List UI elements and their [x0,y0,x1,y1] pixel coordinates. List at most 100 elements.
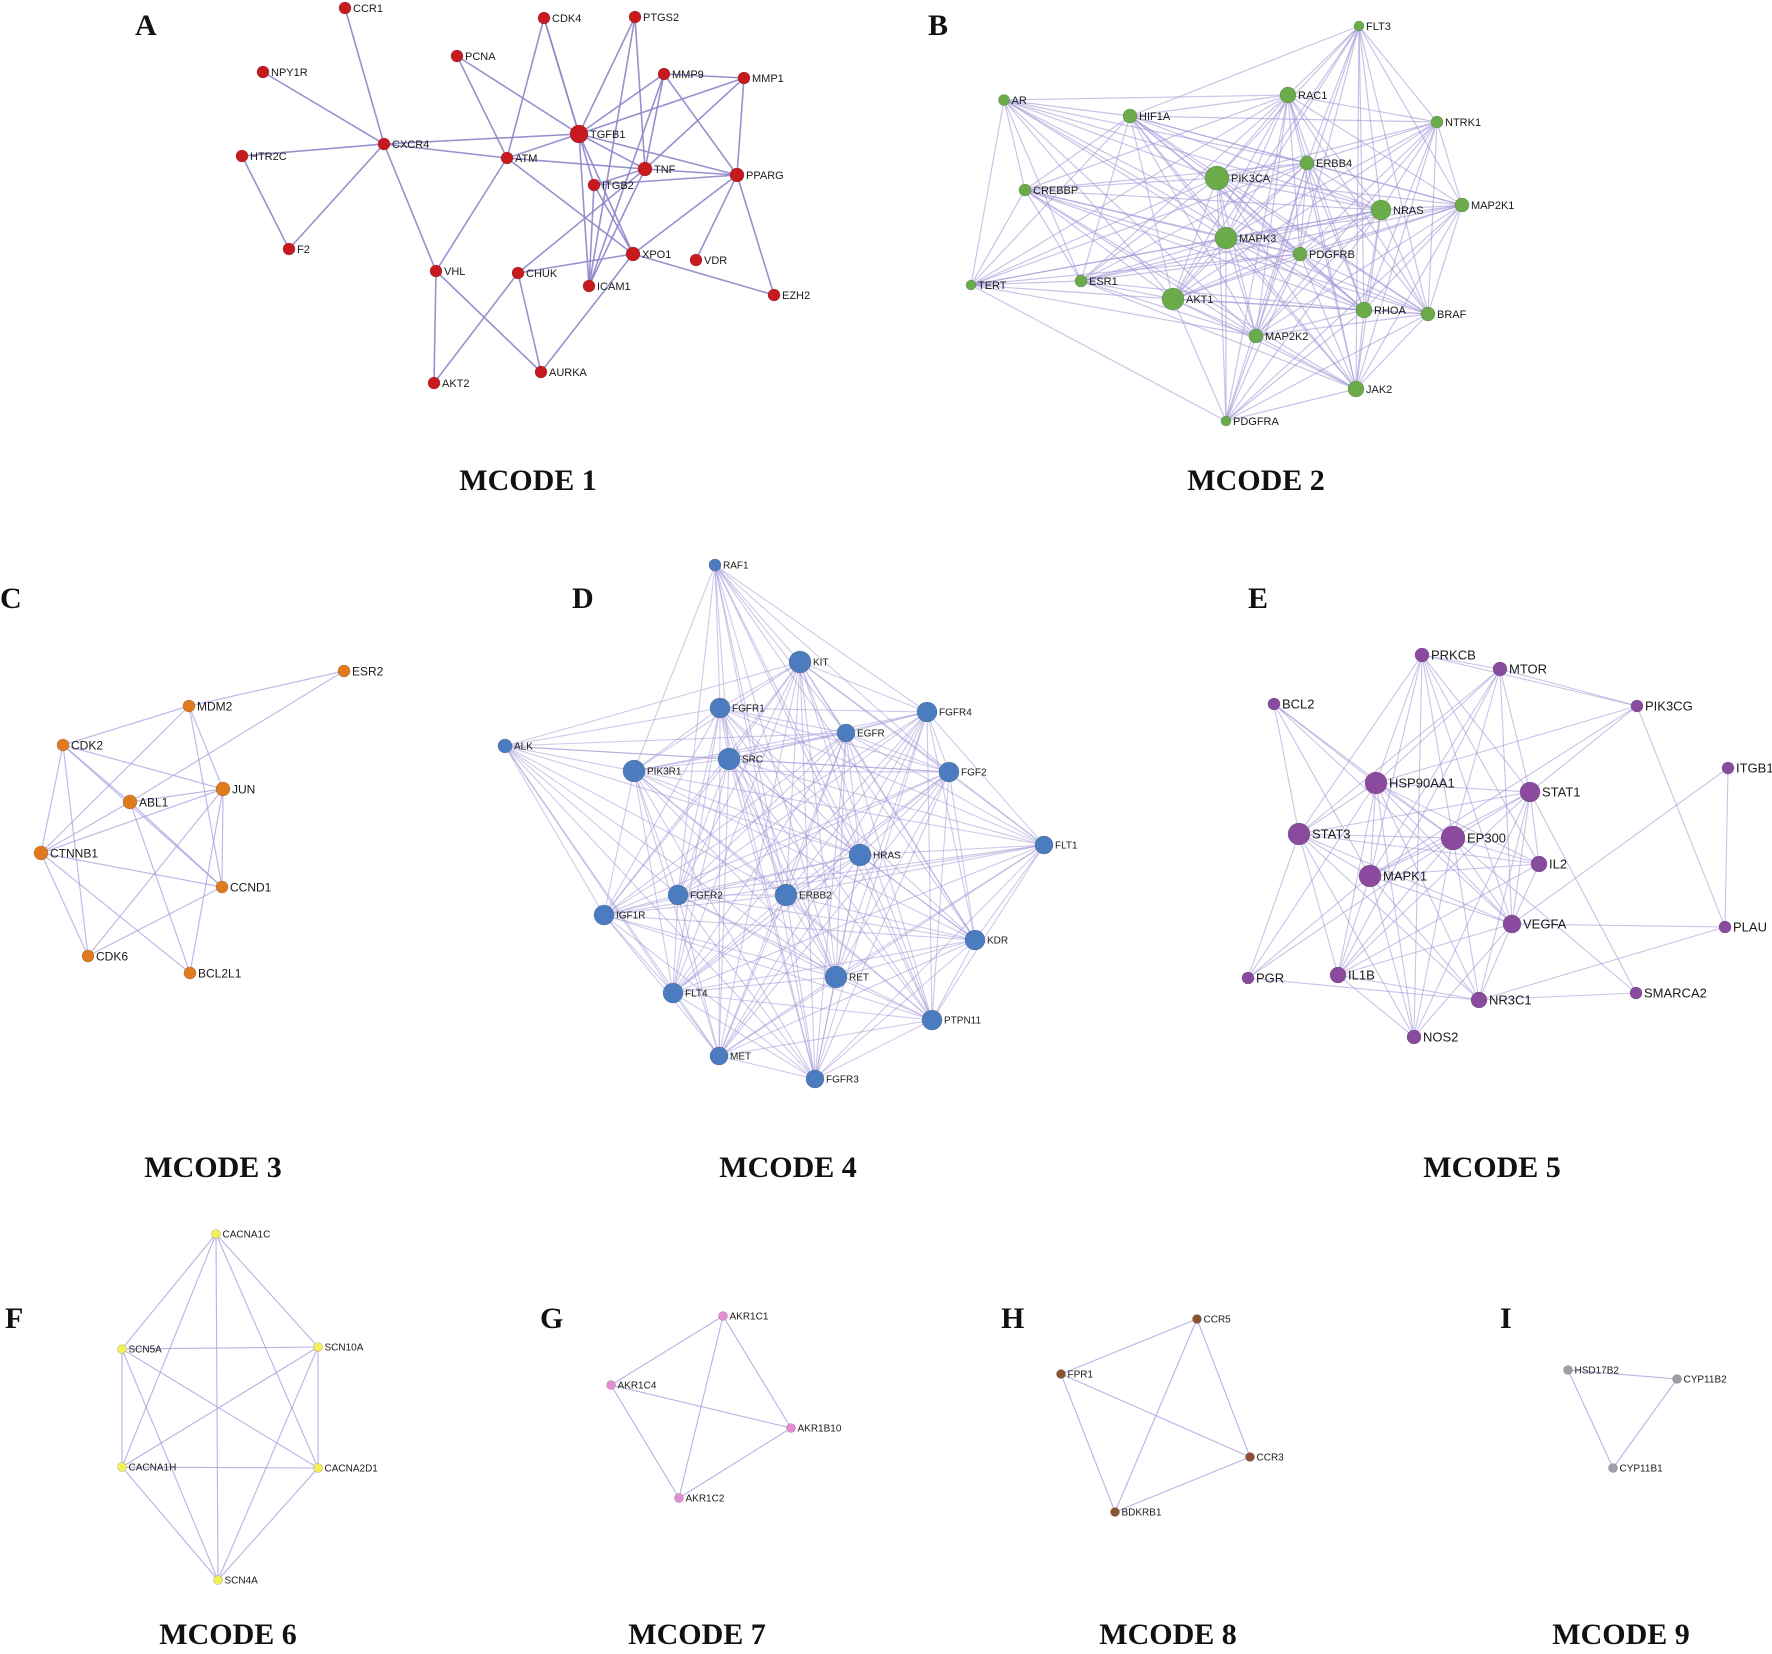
edge-pdgfrb-akt1 [1172,253,1301,300]
edge-ar-erbb4 [1003,99,1308,164]
edge-ar-rhoa [1003,99,1365,311]
edge-esr1-rhoa [1080,280,1365,311]
network-edges-e [1247,654,1729,1038]
edge-stat3-nr3c1 [1298,833,1480,1001]
node-label-cdk2: CDK2 [71,738,103,752]
node-label-fgf2: FGF2 [961,768,987,779]
edge-kdr-ptpn11 [931,939,976,1021]
edge-scn10a-scn4a [217,1346,319,1581]
node-label-abl1: ABL1 [139,795,169,809]
edge-flt4-ptpn11 [672,992,933,1021]
node-circle-tnf [637,161,653,177]
edge-ar-hif1a [1003,99,1131,117]
node-f2: F2 [282,242,310,256]
node-circle-scn5a [117,1344,127,1354]
node-label-vegfa: VEGFA [1523,917,1567,932]
node-hsp90aa1: HSP90AA1 [1364,771,1455,795]
panel-letter-h: H [1001,1302,1024,1335]
node-fgfr4: FGFR4 [916,701,972,723]
edge-vegfa-nr3c1 [1478,923,1513,1001]
edge-flt3-hif1a [1129,25,1360,117]
node-circle-map2k1 [1454,197,1470,213]
edge-map2k1-pdgfra [1225,204,1463,422]
node-chuk: CHUK [511,266,558,280]
edge-mapk1-il1b [1337,875,1371,976]
node-label-cdk4: CDK4 [552,13,581,25]
edge-fgfr1-kdr [719,707,976,941]
node-circle-erbb2 [774,883,798,907]
node-crebbp: CREBBP [1018,183,1078,197]
edge-akt1-pdgfra [1172,298,1227,422]
panel-letter-e: E [1248,582,1268,615]
node-circle-cdk4 [537,11,551,25]
edge-ar-tert [970,99,1005,286]
edge-ret-flt4 [672,976,837,994]
edge-ntrk1-jak2 [1355,121,1438,390]
node-circle-il1b [1329,966,1347,984]
edge-fgf2-flt1 [948,771,1045,846]
edge-mapk1-nos2 [1369,875,1415,1038]
edge-egfr-alk [504,732,847,747]
node-label-fgfr2: FGFR2 [690,891,723,902]
edge-hif1a-nras [1129,115,1382,211]
node-label-nr3c1: NR3C1 [1489,993,1532,1008]
node-label-stat1: STAT1 [1542,785,1581,800]
edge-fgf2-fgfr2 [677,771,950,896]
edge-htr2c-cxcr4 [241,143,385,157]
network-edges-d [504,564,1045,1080]
node-label-map2k1: MAP2K1 [1471,200,1514,212]
edge-ccr1-cxcr4 [344,7,385,145]
edge-hif1a-crebbp [1024,115,1131,191]
network-nodes-b: FLT3 AR HIF1A RAC1 NTRK1 ERBB4 CREBBP PIK3CA NRA… [965,20,1514,428]
edge-prkcb-il2 [1421,654,1540,865]
node-plau: PLAU [1718,920,1767,935]
module-caption-mcode-5: MCODE 5 [1423,1151,1561,1184]
edge-rac1-map2k1 [1287,94,1463,206]
edge-pik3ca-esr1 [1080,177,1218,282]
node-circle-tgfb1 [569,124,589,144]
node-circle-htr2c [235,149,249,163]
edge-rac1-rhoa [1287,94,1365,311]
edge-ret-met [718,976,837,1057]
edge-prkcb-pik3cg [1421,654,1638,707]
edge-fgfr2-igf1r [603,894,679,916]
edge-cacna1c-scn10a [215,1233,319,1348]
edge-raf1-egfr [714,564,847,734]
node-cyp11b2: CYP11B2 [1672,1374,1727,1386]
node-circle-jak2 [1347,380,1365,398]
edge-egfr-kdr [845,732,976,941]
node-circle-egfr [836,723,856,743]
edge-prkcb-stat3 [1298,654,1423,835]
edge-fgfr4-ret [835,711,928,978]
edge-rac1-braf [1287,94,1429,315]
node-ccnd1: CCND1 [215,880,272,894]
edge-cacna1c-cacna1h [121,1233,217,1468]
edge-ccr3-bdkrb1 [1114,1456,1251,1513]
node-akt1: AKT1 [1161,287,1214,311]
edge-ep300-vegfa [1452,837,1513,925]
edge-itgb1-plau [1724,767,1729,928]
edge-src-fgfr2 [677,758,730,896]
node-erbb4: ERBB4 [1299,155,1352,171]
module-caption-mcode-1: MCODE 1 [459,464,597,497]
edge-rhoa-map2k2 [1255,309,1365,337]
edge-scn5a-scn10a [121,1346,319,1350]
edge-fgf2-igf1r [603,771,950,916]
edge-tgfb1-cdk4 [543,17,580,135]
edge-src-erbb2 [728,758,787,896]
edge-fgf2-met [718,771,950,1057]
edge-tert-pdgfra [970,284,1227,422]
node-circle-hsp90aa1 [1364,771,1388,795]
node-cxcr4: CXCR4 [377,137,429,151]
edge-map2k2-jak2 [1255,335,1357,390]
edge-src-igf1r [603,758,730,916]
edge-cdk2-ccnd1 [62,744,223,888]
node-label-raf1: RAF1 [723,561,749,572]
node-pdgfra: PDGFRA [1220,415,1280,428]
edge-hif1a-mapk3 [1129,115,1227,239]
edge-egfr-ret [835,732,847,978]
node-akr1c2: AKR1C2 [674,1493,725,1505]
edge-kdr-fgfr3 [814,939,976,1080]
node-circle-vegfa [1502,914,1522,934]
edge-flt3-jak2 [1355,25,1360,390]
